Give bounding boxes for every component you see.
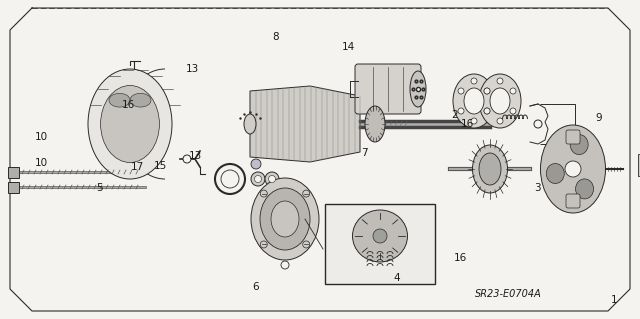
Text: 14: 14 — [342, 42, 355, 52]
Ellipse shape — [410, 71, 426, 107]
FancyBboxPatch shape — [638, 154, 640, 176]
Circle shape — [281, 261, 289, 269]
FancyBboxPatch shape — [566, 130, 580, 144]
Text: 17: 17 — [131, 162, 144, 173]
Circle shape — [260, 241, 268, 248]
Text: 7: 7 — [362, 148, 368, 158]
Ellipse shape — [255, 175, 262, 182]
Text: 16: 16 — [122, 100, 134, 110]
Ellipse shape — [541, 125, 605, 213]
Text: 13: 13 — [186, 63, 198, 74]
Text: 15: 15 — [154, 161, 166, 171]
Circle shape — [373, 229, 387, 243]
Ellipse shape — [575, 179, 593, 199]
Circle shape — [510, 88, 516, 94]
Text: 6: 6 — [253, 282, 259, 292]
Circle shape — [260, 190, 268, 197]
Ellipse shape — [479, 153, 501, 185]
Ellipse shape — [269, 175, 275, 182]
Text: 16: 16 — [454, 253, 467, 263]
Ellipse shape — [251, 159, 261, 169]
FancyBboxPatch shape — [355, 64, 421, 114]
Text: 10: 10 — [35, 158, 48, 168]
Circle shape — [458, 88, 464, 94]
Ellipse shape — [251, 172, 265, 186]
Text: 3: 3 — [534, 183, 541, 193]
Text: 4: 4 — [394, 272, 400, 283]
Circle shape — [303, 190, 310, 197]
Circle shape — [471, 118, 477, 124]
Ellipse shape — [109, 93, 130, 107]
Ellipse shape — [244, 114, 256, 134]
Circle shape — [497, 78, 503, 84]
Circle shape — [303, 241, 310, 248]
Ellipse shape — [570, 135, 588, 155]
Text: 1: 1 — [611, 295, 618, 305]
Circle shape — [510, 108, 516, 114]
Ellipse shape — [479, 74, 521, 128]
Text: 10: 10 — [35, 132, 48, 142]
Text: 9: 9 — [595, 113, 602, 123]
Ellipse shape — [453, 74, 495, 128]
Text: 2: 2 — [451, 110, 458, 120]
Ellipse shape — [88, 69, 172, 179]
FancyBboxPatch shape — [8, 167, 19, 177]
Ellipse shape — [353, 210, 408, 262]
Ellipse shape — [464, 88, 484, 114]
Text: 8: 8 — [272, 32, 278, 42]
Text: 5: 5 — [96, 183, 102, 193]
Ellipse shape — [260, 188, 310, 250]
Circle shape — [484, 108, 490, 114]
Text: SR23-E0704A: SR23-E0704A — [475, 289, 541, 299]
Ellipse shape — [265, 172, 279, 186]
FancyBboxPatch shape — [566, 194, 580, 208]
Ellipse shape — [547, 164, 564, 183]
Circle shape — [565, 161, 581, 177]
Ellipse shape — [365, 106, 385, 142]
Ellipse shape — [251, 178, 319, 260]
FancyBboxPatch shape — [8, 182, 19, 192]
Ellipse shape — [130, 93, 151, 107]
Ellipse shape — [490, 88, 510, 114]
Circle shape — [183, 155, 191, 163]
Ellipse shape — [271, 201, 299, 237]
Polygon shape — [250, 86, 360, 162]
Circle shape — [471, 78, 477, 84]
Circle shape — [484, 88, 490, 94]
Text: 16: 16 — [461, 119, 474, 130]
Circle shape — [458, 108, 464, 114]
Ellipse shape — [472, 145, 508, 193]
Text: 13: 13 — [189, 151, 202, 161]
Circle shape — [484, 88, 490, 94]
Ellipse shape — [100, 85, 159, 162]
Circle shape — [497, 118, 503, 124]
Circle shape — [484, 108, 490, 114]
FancyBboxPatch shape — [325, 204, 435, 284]
